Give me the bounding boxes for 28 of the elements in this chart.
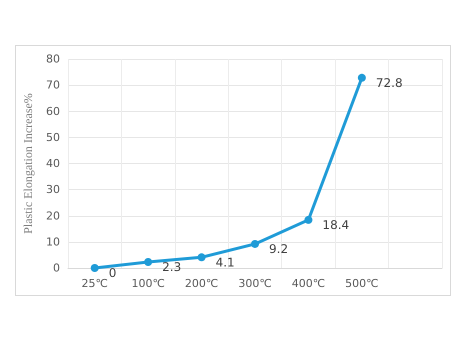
- x-tick-label: 400℃: [292, 277, 326, 290]
- y-tick-label: 0: [53, 262, 60, 274]
- point: [304, 216, 312, 224]
- point: [251, 240, 259, 248]
- point: [198, 253, 206, 262]
- data-label: 9.2: [269, 242, 288, 256]
- y-tick-label: 80: [46, 52, 60, 66]
- data-label: 72.8: [376, 76, 403, 90]
- data-label: 4.1: [216, 255, 235, 270]
- data-label: 2.3: [162, 260, 182, 274]
- point: [90, 264, 99, 272]
- y-tick-label: 70: [46, 78, 60, 92]
- y-tick-label: 10: [46, 235, 60, 248]
- data-label: 18.4: [322, 218, 350, 232]
- x-tick-label: 25℃: [82, 277, 108, 290]
- x-tick-label: 200℃: [184, 277, 218, 290]
- point: [144, 258, 152, 266]
- y-tick-label: 20: [46, 209, 60, 222]
- x-tick-label: 300℃: [238, 277, 272, 290]
- point: [358, 74, 366, 82]
- x-tick-label: 100℃: [131, 277, 165, 290]
- y-tick-label: 60: [46, 104, 60, 118]
- data-label: 0: [108, 266, 116, 280]
- y-tick-label: 40: [46, 157, 60, 170]
- x-tick-label: 500℃: [345, 277, 379, 290]
- y-tick-label: 30: [46, 183, 60, 196]
- y-tick-label: 50: [46, 130, 60, 144]
- y-axis-title: Plastic Elongation Increase%: [21, 93, 35, 234]
